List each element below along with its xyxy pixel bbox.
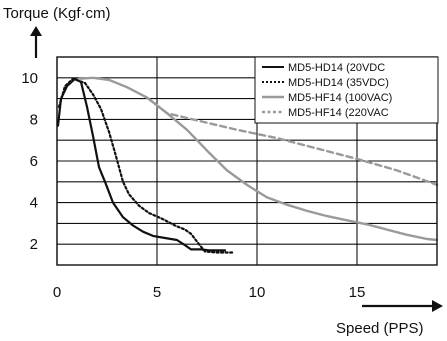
legend: MD5-HD14 (20VDC MD5-HD14 (35VDC) MD5-HF14 … [254,56,439,124]
y-tick-label-4: 10 [21,70,38,87]
x-tick-label-1: 5 [153,284,161,301]
series-line-1 [57,77,235,254]
y-axis-arrow [30,26,42,58]
plot-frame [56,56,438,266]
y-tick-labels: 2 4 6 8 10 [21,70,38,253]
y-axis-title: Torque (Kgf·cm) [3,5,111,22]
legend-label-0: MD5-HD14 (20VDC [288,62,385,74]
series-line-3 [145,96,439,187]
y-tick-label-3: 8 [30,111,38,128]
x-axis-title: Speed (PPS) [336,320,424,337]
y-tick-label-2: 6 [30,153,38,170]
x-tick-label-0: 0 [53,284,61,301]
series-line-2 [77,76,439,242]
legend-label-3: MD5-HF14 (220VAC [288,107,389,119]
series-lines [56,76,439,254]
y-tick-label-0: 2 [30,236,38,253]
x-tick-label-3: 15 [349,284,366,301]
series-line-0 [56,77,227,252]
x-tick-label-2: 10 [249,284,266,301]
y-tick-label-1: 4 [30,195,38,212]
x-axis-arrow [362,300,443,312]
legend-box [254,56,439,124]
legend-label-2: MD5-HF14 (100VAC) [288,92,392,104]
x-tick-labels: 0 5 10 15 [53,284,366,301]
legend-label-1: MD5-HD14 (35VDC) [288,77,389,89]
